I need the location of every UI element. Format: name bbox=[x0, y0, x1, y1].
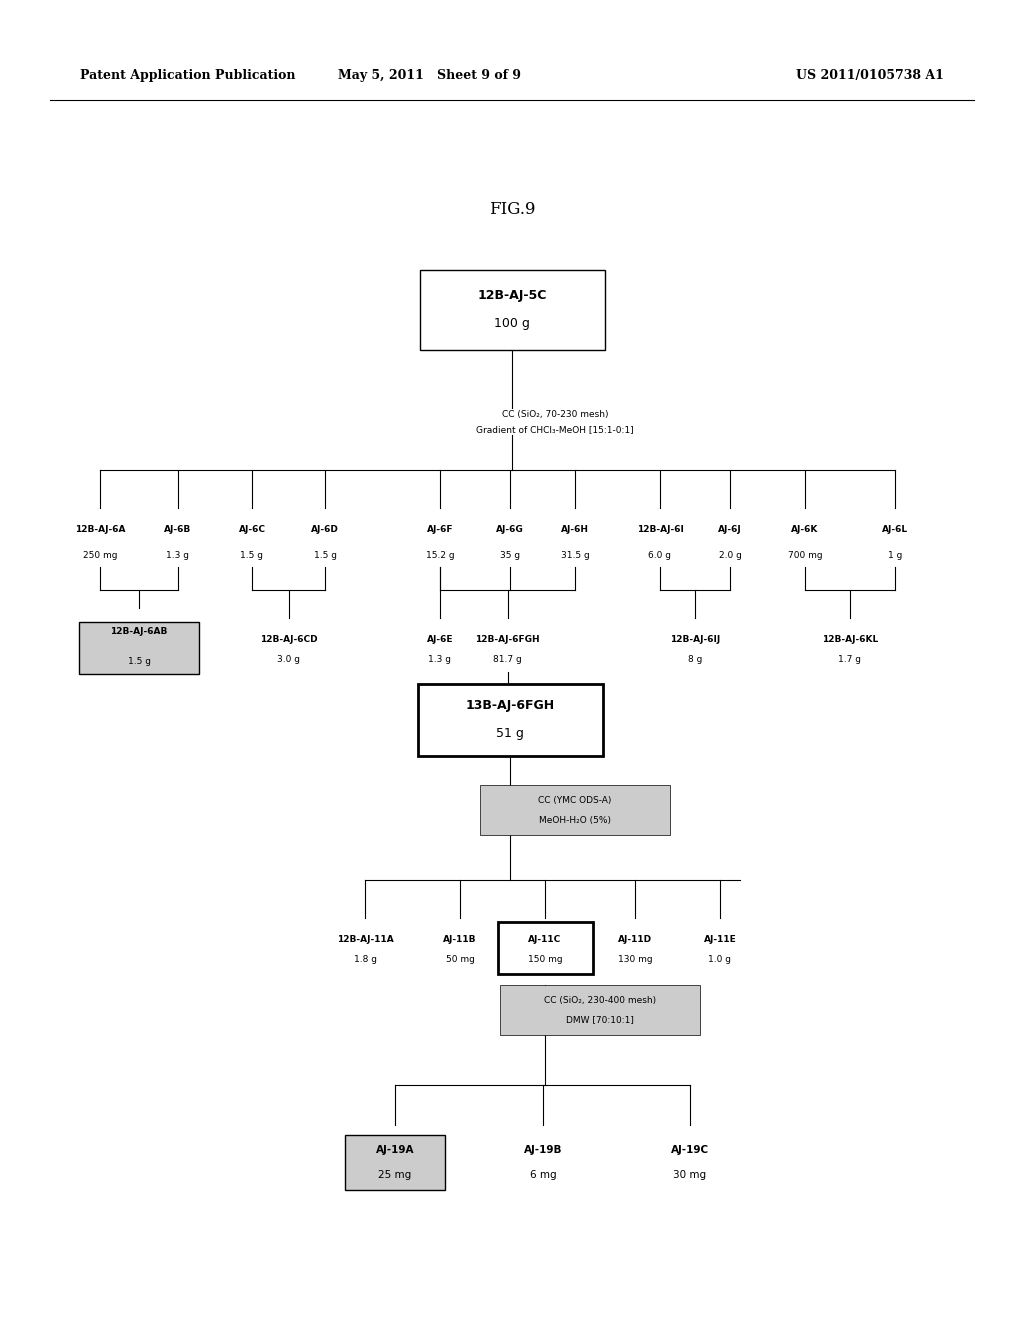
Bar bbox=[500, 985, 700, 1035]
Text: AJ-19A: AJ-19A bbox=[376, 1144, 415, 1155]
Text: 150 mg: 150 mg bbox=[527, 956, 562, 965]
Text: May 5, 2011   Sheet 9 of 9: May 5, 2011 Sheet 9 of 9 bbox=[339, 69, 521, 82]
Text: AJ-19B: AJ-19B bbox=[523, 1144, 562, 1155]
Text: 30 mg: 30 mg bbox=[674, 1170, 707, 1180]
Text: AJ-11C: AJ-11C bbox=[528, 936, 561, 945]
Text: AJ-6H: AJ-6H bbox=[561, 525, 589, 535]
Text: 15.2 g: 15.2 g bbox=[426, 550, 455, 560]
Text: AJ-11B: AJ-11B bbox=[443, 936, 477, 945]
Text: AJ-6J: AJ-6J bbox=[718, 525, 741, 535]
Text: AJ-11E: AJ-11E bbox=[703, 936, 736, 945]
Bar bbox=[480, 785, 670, 836]
Text: 50 mg: 50 mg bbox=[445, 956, 474, 965]
Text: 35 g: 35 g bbox=[500, 550, 520, 560]
Text: AJ-6L: AJ-6L bbox=[882, 525, 908, 535]
Text: 100 g: 100 g bbox=[494, 318, 530, 330]
Text: 13B-AJ-6FGH: 13B-AJ-6FGH bbox=[466, 700, 555, 713]
Text: 12B-AJ-6FGH: 12B-AJ-6FGH bbox=[475, 635, 540, 644]
Text: CC (YMC ODS-A): CC (YMC ODS-A) bbox=[539, 796, 611, 804]
Text: 12B-AJ-5C: 12B-AJ-5C bbox=[477, 289, 547, 302]
Text: 25 mg: 25 mg bbox=[379, 1170, 412, 1180]
Text: 12B-AJ-6I: 12B-AJ-6I bbox=[637, 525, 683, 535]
Text: 6.0 g: 6.0 g bbox=[648, 550, 672, 560]
Text: DMW [70:10:1]: DMW [70:10:1] bbox=[566, 1015, 634, 1024]
Text: Gradient of CHCl₃-MeOH [15:1-0:1]: Gradient of CHCl₃-MeOH [15:1-0:1] bbox=[476, 425, 634, 434]
Text: CC (SiO₂, 70-230 mesh): CC (SiO₂, 70-230 mesh) bbox=[502, 409, 608, 418]
Text: 31.5 g: 31.5 g bbox=[560, 550, 590, 560]
Text: 2.0 g: 2.0 g bbox=[719, 550, 741, 560]
Text: 81.7 g: 81.7 g bbox=[494, 656, 522, 664]
Text: 1.3 g: 1.3 g bbox=[428, 656, 452, 664]
Text: 12B-AJ-6CD: 12B-AJ-6CD bbox=[260, 635, 317, 644]
Text: Patent Application Publication: Patent Application Publication bbox=[80, 69, 296, 82]
Text: FIG.9: FIG.9 bbox=[488, 202, 536, 219]
Text: 1 g: 1 g bbox=[888, 550, 902, 560]
Text: AJ-6K: AJ-6K bbox=[792, 525, 818, 535]
Bar bbox=[418, 684, 602, 756]
Text: AJ-6G: AJ-6G bbox=[496, 525, 524, 535]
Text: 1.0 g: 1.0 g bbox=[709, 956, 731, 965]
Text: 12B-AJ-6KL: 12B-AJ-6KL bbox=[822, 635, 879, 644]
Text: AJ-6E: AJ-6E bbox=[427, 635, 454, 644]
Bar bbox=[345, 1135, 445, 1191]
Text: 12B-AJ-11A: 12B-AJ-11A bbox=[337, 936, 393, 945]
Text: 12B-AJ-6A: 12B-AJ-6A bbox=[75, 525, 125, 535]
Text: 3.0 g: 3.0 g bbox=[278, 656, 300, 664]
Text: 8 g: 8 g bbox=[688, 656, 702, 664]
Text: 1.7 g: 1.7 g bbox=[839, 656, 861, 664]
Text: 1.5 g: 1.5 g bbox=[128, 657, 151, 667]
Text: CC (SiO₂, 230-400 mesh): CC (SiO₂, 230-400 mesh) bbox=[544, 995, 656, 1005]
Bar bbox=[498, 921, 593, 974]
Text: AJ-19C: AJ-19C bbox=[671, 1144, 709, 1155]
Bar bbox=[79, 622, 199, 675]
Text: MeOH-H₂O (5%): MeOH-H₂O (5%) bbox=[539, 816, 611, 825]
Text: US 2011/0105738 A1: US 2011/0105738 A1 bbox=[796, 69, 944, 82]
Text: 1.3 g: 1.3 g bbox=[167, 550, 189, 560]
Text: AJ-6B: AJ-6B bbox=[165, 525, 191, 535]
Text: 250 mg: 250 mg bbox=[83, 550, 118, 560]
Text: 1.5 g: 1.5 g bbox=[313, 550, 337, 560]
Text: 1.8 g: 1.8 g bbox=[353, 956, 377, 965]
Text: AJ-6C: AJ-6C bbox=[239, 525, 265, 535]
Text: 1.5 g: 1.5 g bbox=[241, 550, 263, 560]
Text: 130 mg: 130 mg bbox=[617, 956, 652, 965]
Text: AJ-11D: AJ-11D bbox=[617, 936, 652, 945]
Text: 700 mg: 700 mg bbox=[787, 550, 822, 560]
Text: AJ-6F: AJ-6F bbox=[427, 525, 454, 535]
Text: 51 g: 51 g bbox=[496, 727, 524, 741]
Text: 12B-AJ-6AB: 12B-AJ-6AB bbox=[111, 627, 168, 636]
Text: 6 mg: 6 mg bbox=[529, 1170, 556, 1180]
Bar bbox=[420, 271, 604, 350]
Text: 12B-AJ-6IJ: 12B-AJ-6IJ bbox=[670, 635, 720, 644]
Text: AJ-6D: AJ-6D bbox=[311, 525, 339, 535]
